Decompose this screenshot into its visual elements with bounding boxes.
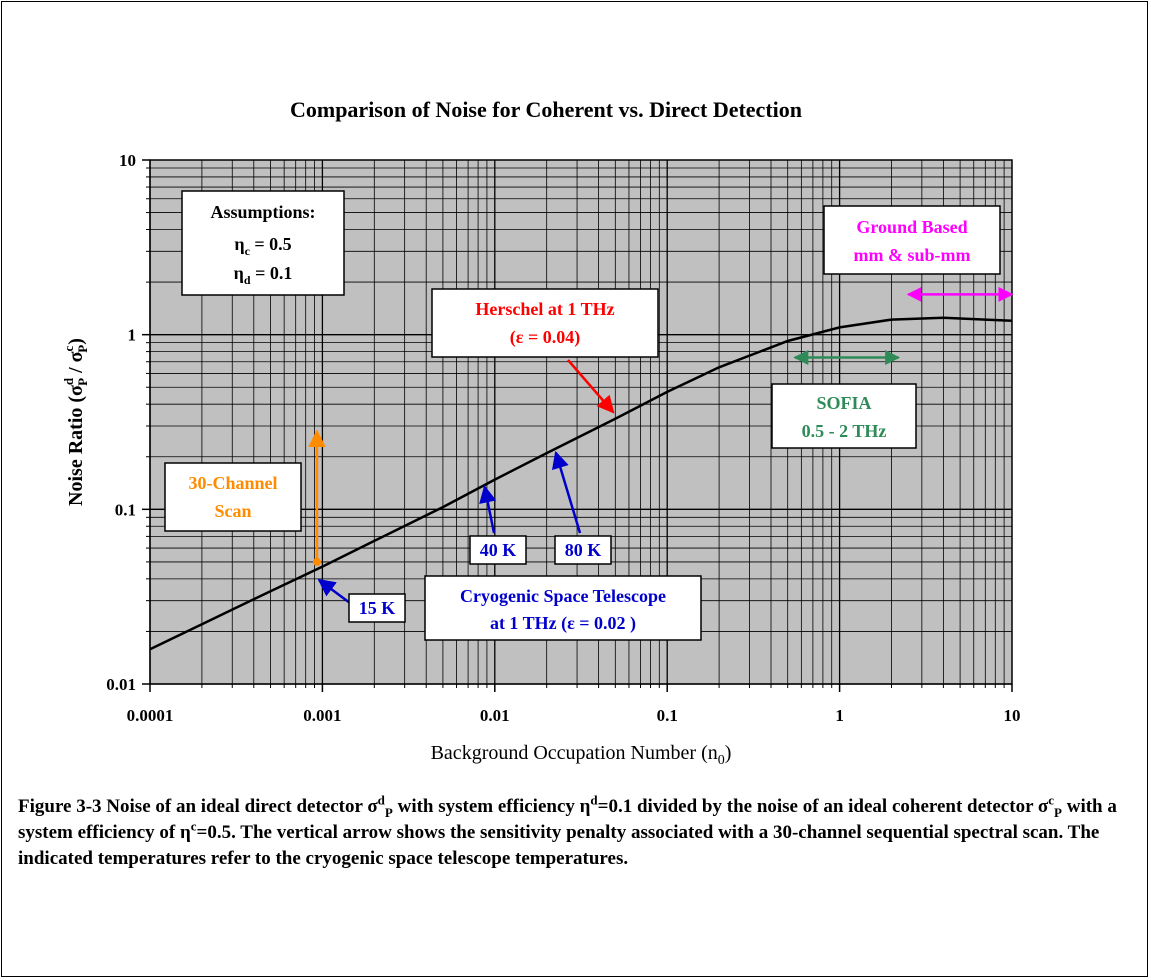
svg-text:Ground Based: Ground Based (856, 217, 967, 237)
herschel-box: Herschel at 1 THz (ε = 0.04) (431, 288, 659, 358)
temp-arrow-0 (317, 578, 351, 605)
x-axis-ticks: 0.0001 0.001 0.01 0.1 1 10 (127, 684, 1021, 725)
svg-text:SOFIA: SOFIA (816, 393, 871, 413)
svg-text:Scan: Scan (214, 501, 251, 521)
svg-text:Cryogenic Space Telescope: Cryogenic Space Telescope (460, 586, 666, 606)
channel-scan-box: 30-Channel Scan (164, 462, 302, 532)
channel-scan-point (312, 557, 321, 566)
svg-text:(ε = 0.04): (ε = 0.04) (510, 327, 580, 348)
svg-text:30-Channel: 30-Channel (188, 473, 277, 493)
x-tick-label: 1 (835, 706, 844, 725)
svg-text:Assumptions:: Assumptions: (210, 202, 315, 222)
svg-text:40 K: 40 K (480, 540, 517, 560)
x-axis-label: Background Occupation Number (n0) (431, 742, 732, 768)
x-tick-label: 0.1 (657, 706, 678, 725)
cryogenic-box: Cryogenic Space Telescope at 1 THz (ε = … (424, 575, 702, 641)
sofia-box: SOFIA 0.5 - 2 THz (771, 383, 917, 449)
y-axis-label: Noise Ratio (σdP / σcP) (61, 338, 90, 506)
assumptions-box: Assumptions: ηc = 0.5 ηd = 0.1 (181, 190, 345, 296)
x-tick-label: 0.0001 (127, 706, 174, 725)
svg-text:ηd = 0.1: ηd = 0.1 (234, 263, 293, 287)
svg-text:mm & sub-mm: mm & sub-mm (854, 245, 971, 265)
svg-text:0.5 - 2 THz: 0.5 - 2 THz (802, 421, 887, 441)
x-tick-label: 10 (1004, 706, 1021, 725)
svg-text:80 K: 80 K (565, 540, 602, 560)
temp-arrow-1 (479, 485, 497, 534)
x-tick-label: 0.01 (480, 706, 510, 725)
chart-title: Comparison of Noise for Coherent vs. Dir… (290, 97, 802, 122)
svg-text:ηc = 0.5: ηc = 0.5 (234, 234, 291, 258)
y-axis-ticks: 0.01 0.1 1 10 (106, 151, 150, 694)
noise-ratio-curve (149, 316, 1013, 651)
y-tick-label: 0.01 (106, 675, 136, 694)
temp-arrow-2 (551, 450, 582, 534)
temp-label-40k: 40 K (469, 535, 527, 565)
chart: Comparison of Noise for Coherent vs. Dir… (61, 97, 1021, 768)
svg-text:Herschel at 1 THz: Herschel at 1 THz (475, 299, 614, 319)
ground-based-box: Ground Based mm & sub-mm (823, 205, 1001, 275)
y-tick-label: 0.1 (115, 500, 136, 519)
temp-label-15k: 15 K (348, 593, 406, 623)
y-tick-label: 10 (119, 151, 136, 170)
x-tick-label: 0.001 (303, 706, 341, 725)
annotation-arrows (308, 286, 1014, 605)
plot-border (149, 159, 1013, 685)
y-tick-label: 1 (128, 326, 137, 345)
svg-text:at 1 THz (ε = 0.02 ): at 1 THz (ε = 0.02 ) (490, 613, 636, 634)
figure-caption: Figure 3-3 Noise of an ideal direct dete… (18, 792, 1117, 869)
herschel-arrow (567, 359, 615, 414)
svg-text:15 K: 15 K (359, 598, 396, 618)
temp-label-80k: 80 K (554, 535, 612, 565)
